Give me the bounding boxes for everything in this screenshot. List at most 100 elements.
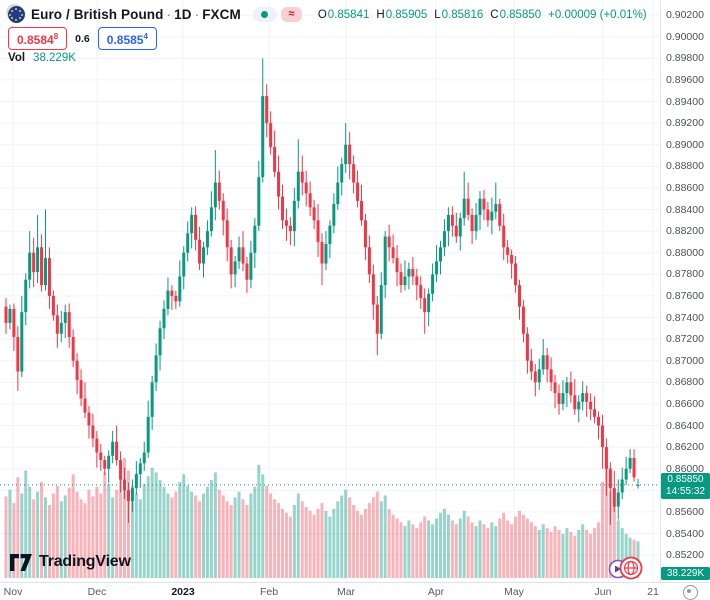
candle-body bbox=[36, 247, 40, 273]
sell-bid-button[interactable]: 0.85848 bbox=[8, 27, 68, 50]
tradingview-logo-icon bbox=[10, 553, 32, 571]
volume-bar bbox=[324, 510, 328, 578]
candle-body bbox=[344, 144, 348, 165]
candle-body bbox=[383, 236, 387, 286]
time-axis-label[interactable]: 21 bbox=[647, 586, 659, 598]
candle-body bbox=[462, 198, 466, 219]
volume-bar bbox=[525, 518, 529, 578]
candle-body bbox=[367, 247, 371, 275]
symbol-title[interactable]: Euro / British Pound · 1D · FXCM bbox=[31, 7, 241, 22]
volume-bar bbox=[55, 485, 59, 578]
volume-bar bbox=[28, 486, 32, 578]
volume-bar bbox=[296, 493, 300, 578]
time-axis-label[interactable]: Nov bbox=[3, 586, 23, 598]
volume-bar bbox=[332, 508, 336, 578]
time-axis-label[interactable]: Jun bbox=[594, 586, 612, 598]
candle-body bbox=[4, 306, 8, 323]
candle-body bbox=[257, 177, 261, 226]
volume-bar bbox=[95, 486, 99, 578]
candle-body bbox=[51, 295, 55, 316]
volume-bar bbox=[59, 501, 63, 578]
candle-body bbox=[458, 218, 462, 237]
time-axis-label[interactable]: Feb bbox=[259, 586, 279, 598]
candle-body bbox=[561, 393, 565, 404]
volume-bar bbox=[375, 491, 379, 578]
volume-bar bbox=[423, 516, 427, 578]
volume-bar bbox=[352, 505, 356, 578]
candle-body bbox=[387, 236, 391, 248]
volume-bar bbox=[316, 508, 320, 578]
price-axis[interactable]: 0.85850 14:55:32 38.229K 0.90200 0.90000 0… bbox=[660, 0, 710, 582]
candle-body bbox=[261, 96, 265, 178]
volume-bar bbox=[589, 533, 593, 578]
candle-body bbox=[537, 369, 541, 383]
volume-bar bbox=[514, 516, 518, 578]
candle-body bbox=[312, 207, 316, 221]
volume-bar bbox=[67, 487, 71, 578]
price-axis-label: 0.87200 bbox=[666, 333, 704, 346]
candle-body bbox=[316, 220, 320, 242]
volume-bar bbox=[415, 528, 419, 578]
time-axis-label[interactable]: May bbox=[504, 586, 524, 598]
candle-body bbox=[288, 225, 292, 232]
candle-body bbox=[620, 479, 624, 493]
volume-bar bbox=[304, 506, 308, 578]
volume-bar bbox=[190, 491, 194, 578]
candle-body bbox=[494, 204, 498, 212]
volume-bar bbox=[581, 524, 585, 578]
timezone-settings-icon[interactable] bbox=[683, 585, 698, 600]
candle-body bbox=[44, 258, 47, 286]
time-axis-label[interactable]: Mar bbox=[336, 586, 356, 598]
exchange-label: FXCM bbox=[202, 7, 241, 22]
candle-body bbox=[525, 333, 529, 361]
volume-bar bbox=[24, 470, 28, 578]
candle-body bbox=[47, 258, 51, 296]
candle-body bbox=[577, 401, 581, 410]
volume-bar bbox=[154, 472, 158, 578]
delayed-data-icon[interactable]: ≈ bbox=[280, 7, 302, 22]
ohlc-legend: O0.85841 H0.85905 L0.85816 C0.85850 +0.0… bbox=[317, 8, 647, 21]
price-axis-label: 0.86800 bbox=[666, 376, 704, 389]
volume-bar bbox=[565, 528, 569, 578]
price-axis-label: 0.87000 bbox=[666, 354, 704, 367]
volume-bar bbox=[107, 483, 111, 578]
candle-body bbox=[71, 336, 75, 361]
eurgbp-pair-flag-icon bbox=[8, 6, 25, 23]
time-axis-label[interactable]: Dec bbox=[87, 586, 107, 598]
interval-label: 1D bbox=[174, 7, 192, 22]
candle-body bbox=[632, 457, 636, 478]
price-axis-label: 0.89600 bbox=[666, 73, 704, 86]
tradingview-logo[interactable]: TradingView bbox=[10, 553, 131, 571]
volume-bar bbox=[245, 505, 249, 578]
volume-bar bbox=[367, 503, 371, 578]
volume-bar bbox=[624, 533, 628, 578]
time-axis-label[interactable]: Apr bbox=[427, 586, 445, 598]
candle-body bbox=[375, 304, 379, 334]
volume-bar bbox=[134, 493, 138, 578]
candle-body bbox=[174, 295, 178, 302]
price-axis-label: 0.88000 bbox=[666, 246, 704, 259]
candle-body bbox=[506, 247, 510, 255]
volume-axis-badge: 38.229K bbox=[661, 567, 710, 580]
chart-ideas-badge[interactable] bbox=[605, 553, 647, 583]
price-axis-label: 0.85200 bbox=[666, 549, 704, 562]
volume-bar bbox=[79, 499, 83, 578]
volume-bar bbox=[360, 514, 363, 578]
candle-body bbox=[411, 268, 415, 277]
volume-bar bbox=[498, 518, 502, 578]
price-axis-label: 0.89800 bbox=[666, 52, 704, 65]
time-axis-label[interactable]: 2023 bbox=[171, 586, 195, 598]
volume-bar bbox=[399, 522, 403, 578]
candle-body bbox=[363, 220, 367, 248]
time-axis[interactable]: Nov Dec 2023 Feb Mar Apr May Jun 21 bbox=[0, 582, 710, 600]
market-open-status-icon[interactable] bbox=[252, 7, 277, 22]
candle-body bbox=[233, 261, 237, 275]
candle-body bbox=[423, 298, 427, 313]
candle-body bbox=[249, 252, 253, 280]
buy-ask-button[interactable]: 0.85854 bbox=[97, 27, 157, 50]
volume-bar bbox=[47, 505, 51, 578]
last-price-value: 0.85850 bbox=[667, 473, 704, 485]
candle-body bbox=[446, 214, 450, 232]
volume-bar bbox=[340, 495, 344, 578]
